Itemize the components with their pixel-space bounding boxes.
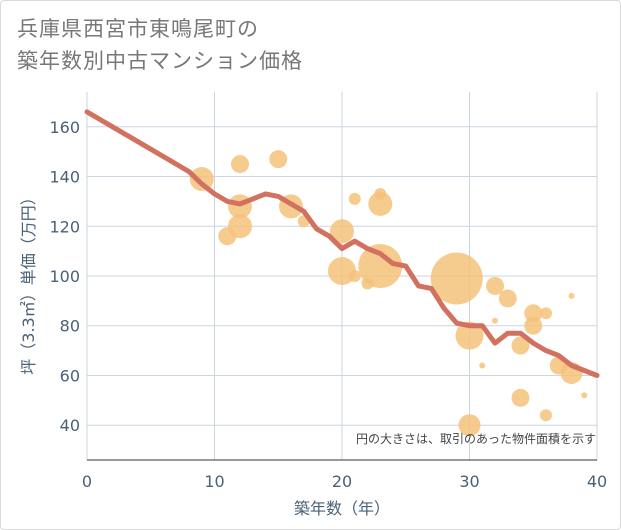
bubble-point <box>348 270 361 282</box>
bubble-point <box>524 316 543 335</box>
bubble-point <box>218 227 237 246</box>
bubble-point <box>511 388 530 407</box>
y-axis-title: 坪（3.3㎡）単価（万円） <box>19 189 38 374</box>
trend-series-line <box>84 109 600 378</box>
bubble-point <box>348 192 361 205</box>
y-tick-label: 140 <box>49 168 80 187</box>
x-tick-labels: 0 10 20 30 40 <box>82 472 607 491</box>
y-tick-label: 100 <box>49 267 80 286</box>
bubble-point <box>189 167 214 192</box>
bubble-point <box>458 414 481 437</box>
bubble-point <box>231 155 249 174</box>
chart-title: 兵庫県西宮市東鳴尾町の 築年数別中古マンション価格 <box>17 13 303 77</box>
size-annotation: 円の大きさは、取引のあった物件面積を示す <box>356 431 596 446</box>
bubble-point <box>492 317 498 324</box>
bubble-point <box>368 191 393 216</box>
title-line-2: 築年数別中古マンション価格 <box>17 49 303 73</box>
y-tick-label: 60 <box>60 366 80 385</box>
title-line-1: 兵庫県西宮市東鳴尾町の <box>17 17 259 41</box>
bubble-point <box>269 150 288 169</box>
bubble-point <box>479 362 486 369</box>
y-tick-label: 40 <box>60 416 80 435</box>
x-tick-label: 20 <box>332 472 352 491</box>
bubble-point <box>540 409 552 422</box>
bubble-point <box>511 336 530 355</box>
bubble-point <box>540 307 552 320</box>
y-tick-label: 120 <box>49 217 80 236</box>
bubble-point <box>358 244 403 289</box>
x-tick-label: 0 <box>82 472 92 491</box>
bubble-point <box>330 219 354 244</box>
bubble-point <box>568 292 575 299</box>
bubble-point <box>498 289 517 308</box>
x-tick-label: 30 <box>459 472 479 491</box>
y-tick-labels: 40 60 80 100 120 140 160 <box>49 118 80 435</box>
x-tick-label: 10 <box>204 472 224 491</box>
bubble-point <box>581 392 588 399</box>
bubble-point <box>524 304 543 323</box>
bubble-point <box>455 321 484 350</box>
x-tick-label: 40 <box>587 472 607 491</box>
bubble-point <box>430 252 483 305</box>
x-axis-title: 築年数（年） <box>294 499 390 518</box>
y-tick-label: 160 <box>49 118 80 137</box>
bubbles <box>189 150 588 437</box>
trend-line <box>84 109 600 378</box>
bubble-point <box>486 276 504 295</box>
bubble-point <box>328 257 356 286</box>
y-tick-label: 80 <box>60 317 80 336</box>
